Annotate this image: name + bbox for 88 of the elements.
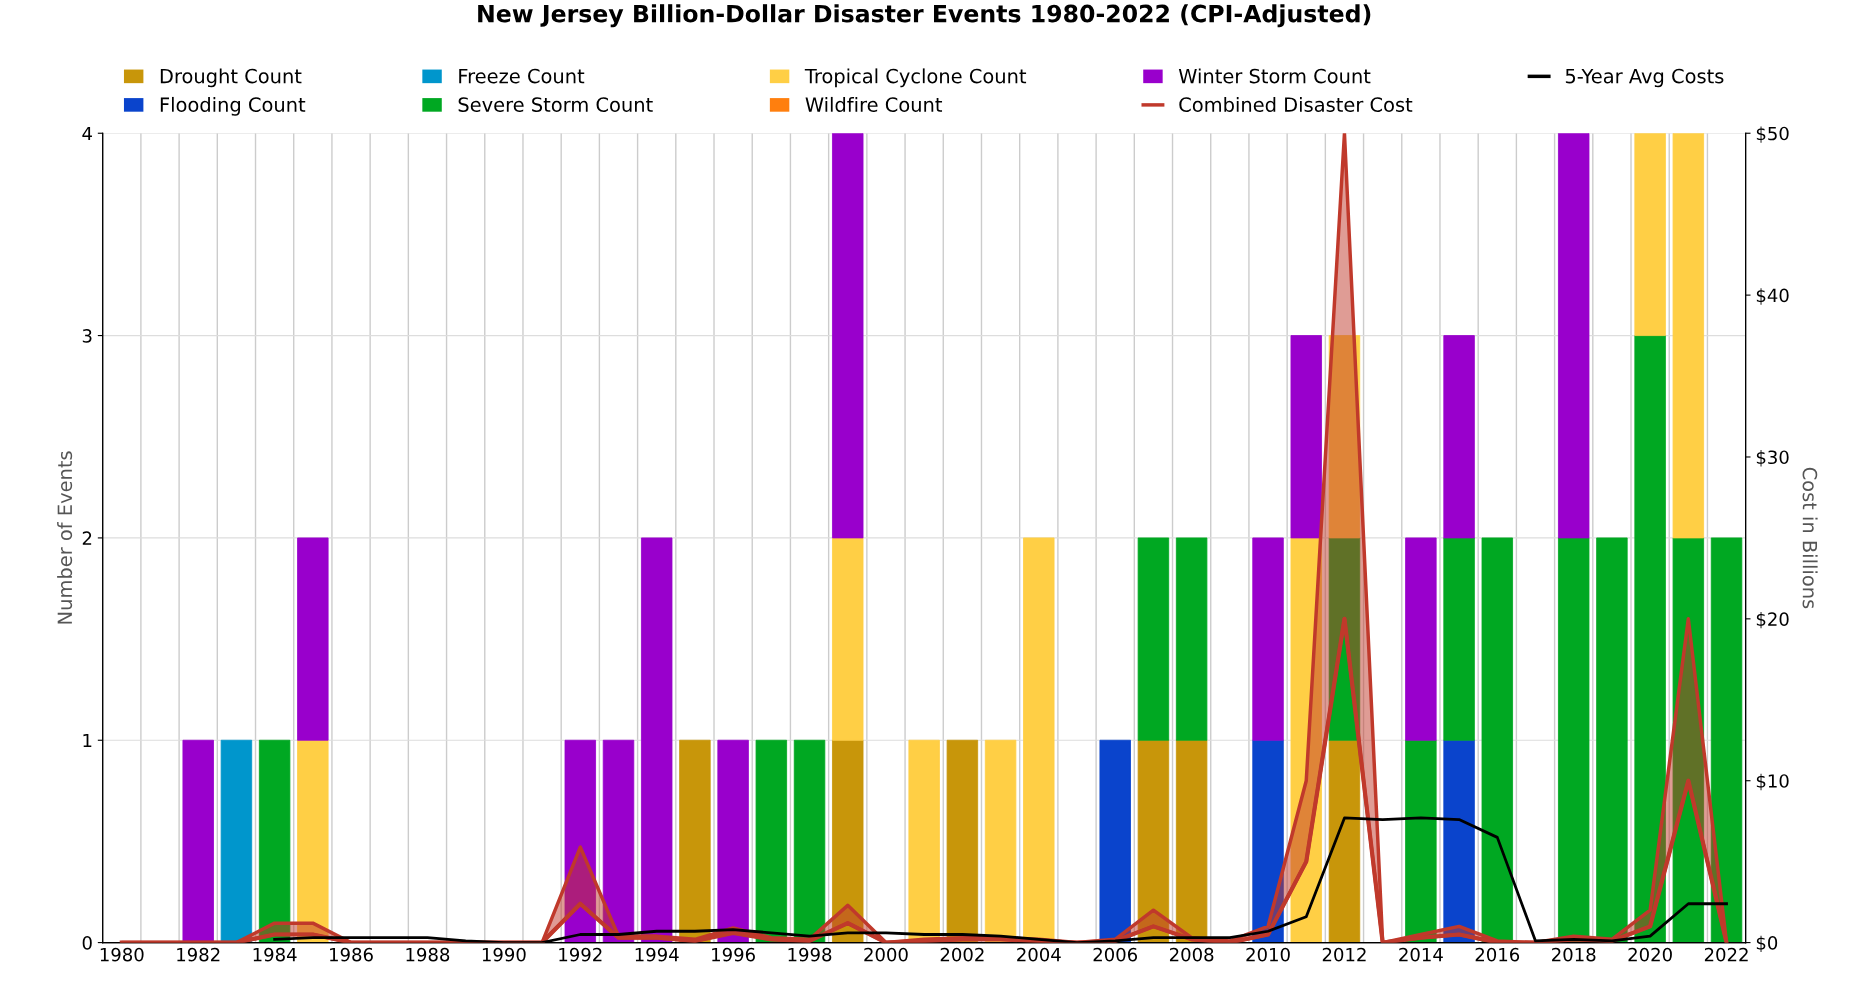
- y-tick-label: 3: [82, 329, 92, 343]
- bar: [1290, 537, 1322, 943]
- x-tick-label: 1986: [330, 947, 373, 962]
- y2-tick-label: $10: [1756, 773, 1789, 791]
- bar: [1405, 739, 1437, 943]
- x-tick-label: 2006: [1093, 947, 1138, 962]
- bar: [1710, 537, 1743, 943]
- bar: [1672, 537, 1705, 943]
- bar: [832, 537, 864, 741]
- x-tick-label: 2022: [1704, 947, 1748, 962]
- legend-label: Drought Count: [160, 68, 302, 88]
- bar: [1443, 537, 1475, 741]
- y2-tick-label: $30: [1756, 450, 1789, 467]
- bar: [1405, 537, 1437, 741]
- bar: [1481, 537, 1513, 943]
- bar: [1175, 739, 1208, 943]
- y2-tick-label: $40: [1756, 288, 1789, 305]
- bar: [717, 739, 749, 943]
- chart-title: New Jersey Billion-Dollar Disaster Events 1980-2022 (CPI-Adjusted): [478, 4, 1371, 28]
- bar: [641, 537, 673, 943]
- bar: [220, 739, 253, 943]
- bar: [1328, 335, 1361, 539]
- bar: [1252, 739, 1284, 943]
- bar: [832, 739, 864, 943]
- bar: [1443, 739, 1475, 943]
- bar: [182, 739, 214, 943]
- y-tick-label: 0: [82, 936, 92, 950]
- x-tick-label: 1980: [100, 947, 144, 962]
- x-tick-label: 1998: [788, 947, 832, 962]
- x-tick-label: 2018: [1552, 947, 1596, 962]
- x-tick-label: 2008: [1169, 947, 1214, 962]
- y-tick-label: 4: [82, 126, 92, 141]
- bar: [1328, 739, 1361, 943]
- bar: [297, 739, 329, 943]
- x-tick-label: 2010: [1246, 947, 1290, 962]
- y-axis-title: Number of Events: [57, 451, 73, 624]
- bar: [1099, 739, 1131, 943]
- y2-tick-label: $50: [1756, 126, 1789, 143]
- x-tick-label: 1990: [482, 947, 526, 962]
- bar: [1558, 133, 1590, 539]
- bar: [297, 537, 329, 741]
- x-tick-label: 2004: [1017, 947, 1061, 962]
- y2-tick-label: $0: [1756, 935, 1778, 953]
- bar: [1137, 537, 1170, 741]
- x-tick-label: 1988: [406, 947, 450, 962]
- bar: [679, 739, 711, 943]
- legend-label: Severe Storm Count: [458, 97, 653, 112]
- x-tick-label: 2020: [1628, 947, 1672, 962]
- legend-label: 5-Year Avg Costs: [1565, 68, 1724, 88]
- x-tick-label: 2012: [1322, 947, 1366, 962]
- x-tick-label: 2000: [864, 947, 908, 962]
- legend-label: Wildfire Count: [805, 96, 943, 112]
- legend-label: Winter Storm Count: [1178, 68, 1371, 84]
- y2-axis-title: Cost in Billions: [1802, 467, 1818, 609]
- bar: [1290, 335, 1322, 539]
- bar: [1175, 537, 1208, 741]
- line-series: [119, 616, 1729, 943]
- x-tick-label: 1992: [559, 947, 602, 962]
- x-tick-label: 2014: [1399, 947, 1443, 962]
- legend-label: Tropical Cyclone Count: [804, 68, 1027, 88]
- bar: [1596, 537, 1628, 943]
- x-tick-label: 1984: [253, 947, 297, 962]
- bar: [1252, 537, 1284, 741]
- bar: [984, 739, 1017, 943]
- x-tick-label: 1996: [712, 947, 755, 962]
- legend-label: Freeze Count: [459, 68, 585, 84]
- bar: [793, 739, 826, 943]
- bar: [1443, 335, 1475, 539]
- x-tick-label: 1994: [635, 947, 679, 962]
- bar: [1672, 133, 1705, 539]
- bar: [258, 739, 291, 943]
- bar: [564, 739, 596, 943]
- y-tick-label: 2: [82, 531, 92, 545]
- bar: [946, 739, 979, 943]
- legend-label: Combined Disaster Cost: [1179, 96, 1413, 112]
- x-tick-label: 2002: [940, 947, 984, 962]
- bar: [832, 133, 864, 539]
- y2-tick-label: $20: [1756, 611, 1789, 629]
- bar: [755, 739, 788, 943]
- y-tick-label: 1: [83, 733, 92, 748]
- bar: [602, 739, 635, 943]
- bar: [1634, 133, 1666, 336]
- legend-label: Flooding Count: [160, 96, 306, 116]
- bar: [1137, 739, 1170, 943]
- bar: [1634, 335, 1666, 943]
- x-tick-label: 2016: [1475, 947, 1520, 962]
- bar: [1558, 537, 1590, 943]
- x-tick-label: 1982: [177, 947, 220, 962]
